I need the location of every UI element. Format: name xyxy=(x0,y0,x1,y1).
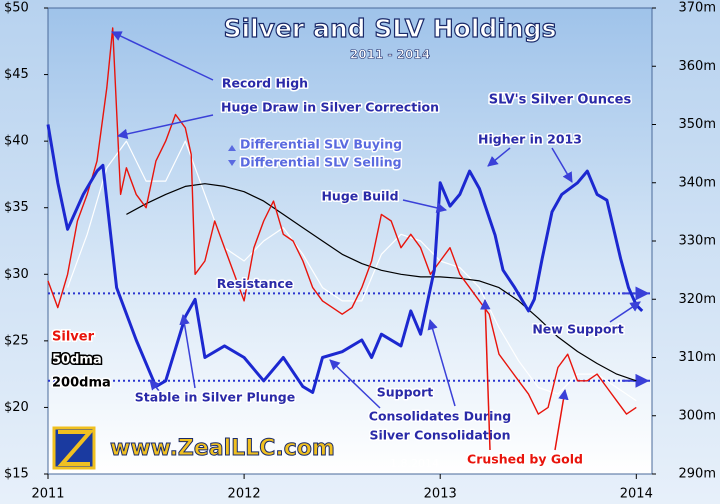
y2-tick-label: 350m xyxy=(679,117,716,132)
annotation-arrow xyxy=(427,318,456,407)
y2-tick-label: 370m xyxy=(679,1,716,16)
annotation-arrow xyxy=(480,298,491,451)
x-tick-label: 2011 xyxy=(31,487,64,502)
y-tick-label: $20 xyxy=(4,400,29,415)
y2-tick-label: 290m xyxy=(679,467,716,482)
annotation: Crushed by Gold xyxy=(467,452,583,467)
annotation: New Support xyxy=(532,322,623,337)
annotation: Silver Consolidation xyxy=(369,428,510,443)
annotation: Differential SLV Buying xyxy=(240,137,402,152)
legend-label: Silver xyxy=(52,330,95,345)
annotation: Consolidates During xyxy=(369,409,511,424)
chart-subtitle: 2011 - 2014 xyxy=(350,48,430,62)
annotation-arrow xyxy=(402,199,448,213)
annotation: Differential SLV Selling xyxy=(240,155,402,170)
x-tick-label: 2013 xyxy=(424,487,457,502)
series-line xyxy=(67,140,637,402)
y2-tick-label: 300m xyxy=(679,408,716,423)
y2-tick-label: 310m xyxy=(679,350,716,365)
y-tick-label: $45 xyxy=(4,67,29,82)
series-line xyxy=(47,27,637,415)
chart-title: Silver and SLV Holdings xyxy=(224,14,557,43)
watermark: www.ZealLLC.com xyxy=(110,436,335,461)
annotation-arrow xyxy=(329,359,381,409)
y-tick-label: $40 xyxy=(4,134,29,149)
annotation: Huge Draw in Silver Correction xyxy=(221,100,439,115)
legend-label: 200dma xyxy=(52,376,111,391)
annotation: Stable in Silver Plunge xyxy=(135,390,295,405)
annotation-arrow xyxy=(609,301,641,323)
x-tick-label: 2014 xyxy=(620,487,653,502)
series-line xyxy=(126,183,637,382)
annotation-arrow xyxy=(111,31,214,81)
up-triangle-icon xyxy=(228,145,236,151)
y-tick-label: $25 xyxy=(4,333,29,348)
y2-tick-label: 330m xyxy=(679,234,716,249)
y2-tick-label: 320m xyxy=(679,292,716,307)
y-tick-label: $15 xyxy=(4,467,29,482)
legend-label: 50dma xyxy=(52,353,102,368)
annotation: Higher in 2013 xyxy=(478,132,582,147)
annotation-arrow xyxy=(487,147,511,167)
down-triangle-icon xyxy=(228,160,236,166)
y2-tick-label: 360m xyxy=(679,59,716,74)
logo xyxy=(52,426,96,470)
annotation-arrow xyxy=(551,147,573,183)
y-tick-label: $35 xyxy=(4,200,29,215)
annotation-arrow xyxy=(554,388,569,451)
reference-label: Support xyxy=(377,384,434,399)
annotation: Huge Build xyxy=(321,189,398,204)
annotation-arrow xyxy=(149,379,161,393)
x-tick-label: 2012 xyxy=(228,487,261,502)
y-tick-label: $50 xyxy=(4,1,29,16)
legend-label: SLV's Silver Ounces xyxy=(489,93,632,108)
date-note: 1.8.2014 xyxy=(390,457,439,470)
y-tick-label: $30 xyxy=(4,267,29,282)
annotation-arrow xyxy=(116,114,214,140)
reference-label: Resistance xyxy=(217,276,293,291)
annotation-arrow xyxy=(179,313,196,389)
y2-tick-label: 340m xyxy=(679,175,716,190)
annotation: Record High xyxy=(222,76,308,91)
